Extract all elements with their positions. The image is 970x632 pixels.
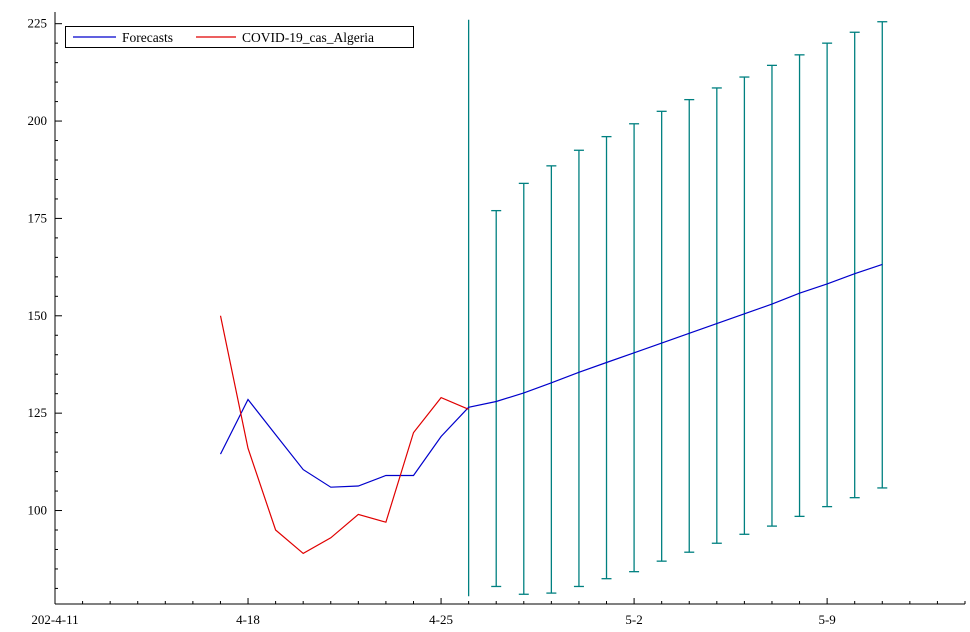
x-tick-label: 5-9 [818,612,835,627]
series-lines [219,263,883,555]
covid-cases-line [219,315,469,555]
x-tick-label: 202-4-11 [31,612,78,627]
legend-label: Forecasts [122,30,173,45]
y-tick-label: 175 [28,210,48,225]
y-tick-label: 225 [28,16,48,31]
legend: Forecasts COVID-19_cas_Algeria [65,26,414,48]
legend-box [65,26,414,48]
y-tick-label: 150 [28,308,48,323]
legend-label: COVID-19_cas_Algeria [242,30,374,45]
y-tick-label: 100 [28,503,48,518]
y-tick-label: 125 [28,405,48,420]
x-tick-label: 5-2 [625,612,642,627]
x-tick-label: 4-25 [429,612,453,627]
error-bars [467,19,888,597]
forecasts-line [219,263,883,488]
axes: 100 125 150 175 200 225 202-4-11 4-18 4-25 5-2 5-9 [28,12,966,627]
y-tick-label: 200 [28,113,48,128]
x-tick-label: 4-18 [236,612,260,627]
